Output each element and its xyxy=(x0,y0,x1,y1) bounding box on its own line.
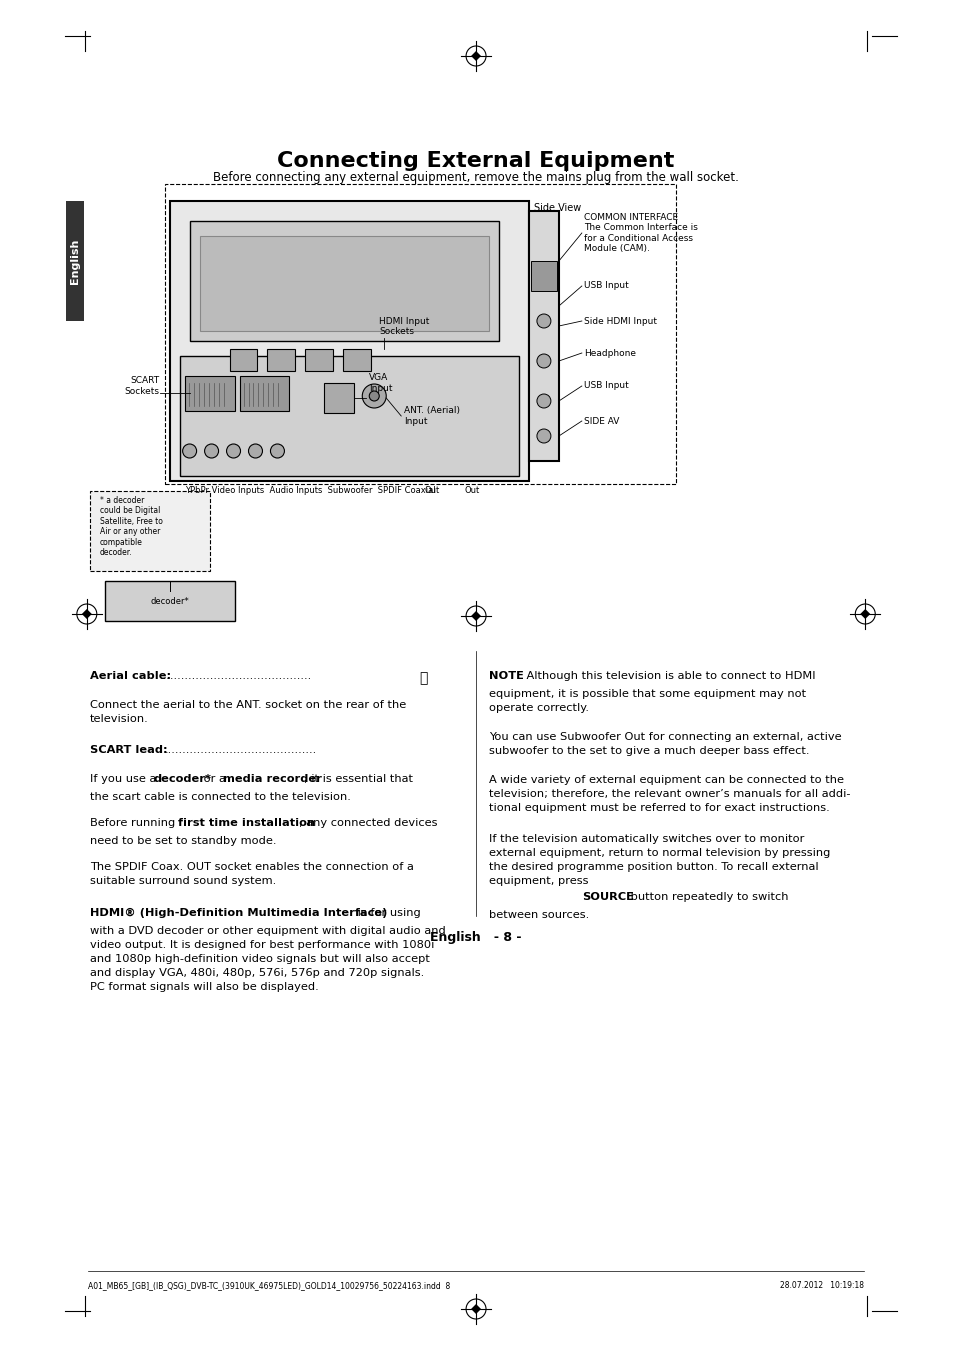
Bar xyxy=(230,349,257,372)
Text: Aerial cable:: Aerial cable: xyxy=(90,671,171,681)
Bar xyxy=(90,490,210,571)
Polygon shape xyxy=(471,611,480,621)
Text: SIDE AV: SIDE AV xyxy=(583,416,618,426)
Bar xyxy=(324,382,354,413)
Text: If you use a: If you use a xyxy=(90,774,160,784)
Bar xyxy=(528,211,558,461)
Text: need to be set to standby mode.: need to be set to standby mode. xyxy=(90,836,276,846)
Circle shape xyxy=(226,444,240,458)
Bar xyxy=(185,376,234,411)
Text: NOTE: NOTE xyxy=(489,671,523,681)
Text: button repeatedly to switch: button repeatedly to switch xyxy=(626,892,787,902)
Polygon shape xyxy=(82,609,91,619)
Text: COMMON INTERFACE
The Common Interface is
for a Conditional Access
Module (CAM).: COMMON INTERFACE The Common Interface is… xyxy=(583,213,697,253)
Circle shape xyxy=(537,394,550,408)
Text: ..........................................: ........................................… xyxy=(159,671,312,681)
Text: the scart cable is connected to the television.: the scart cable is connected to the tele… xyxy=(90,792,351,802)
Text: : Although this television is able to connect to HDMI: : Although this television is able to co… xyxy=(518,671,815,681)
Bar xyxy=(105,581,234,621)
Text: The SPDIF Coax. OUT socket enables the connection of a
suitable surround sound s: The SPDIF Coax. OUT socket enables the c… xyxy=(90,862,414,886)
Bar xyxy=(305,349,333,372)
Text: You can use Subwoofer Out for connecting an external, active
subwoofer to the se: You can use Subwoofer Out for connecting… xyxy=(489,732,841,757)
Polygon shape xyxy=(471,51,480,61)
Text: If the television automatically switches over to monitor
external equipment, ret: If the television automatically switches… xyxy=(489,834,829,885)
Bar xyxy=(531,261,557,290)
Text: ..........................................: ........................................… xyxy=(165,746,316,755)
Circle shape xyxy=(182,444,196,458)
Bar xyxy=(190,222,498,340)
Text: SCART lead:: SCART lead: xyxy=(90,746,168,755)
Circle shape xyxy=(271,444,284,458)
Text: * a decoder
could be Digital
Satellite, Free to
Air or any other
compatible
deco: * a decoder could be Digital Satellite, … xyxy=(100,496,163,557)
Circle shape xyxy=(537,354,550,367)
Text: equipment, it is possible that some equipment may not
operate correctly.: equipment, it is possible that some equi… xyxy=(489,689,805,713)
Text: A01_MB65_[GB]_(IB_QSG)_DVB-TC_(3910UK_46975LED)_GOLD14_10029756_50224163.indd  8: A01_MB65_[GB]_(IB_QSG)_DVB-TC_(3910UK_46… xyxy=(88,1281,450,1290)
Text: 28.07.2012   10:19:18: 28.07.2012 10:19:18 xyxy=(780,1281,863,1290)
Text: decoder*: decoder* xyxy=(153,774,212,784)
Text: HDMI Input
Sockets: HDMI Input Sockets xyxy=(379,316,429,336)
Bar xyxy=(165,184,675,484)
Text: ANT. (Aerial)
Input: ANT. (Aerial) Input xyxy=(404,407,459,426)
Text: VGA
Input: VGA Input xyxy=(369,373,393,393)
Text: media recorder: media recorder xyxy=(222,774,321,784)
Bar xyxy=(267,349,295,372)
Bar xyxy=(199,236,489,331)
Circle shape xyxy=(537,313,550,328)
Text: Side View: Side View xyxy=(534,203,580,213)
Text: HDMI® (High-Definition Multimedia Interface): HDMI® (High-Definition Multimedia Interf… xyxy=(90,908,387,917)
Text: Out: Out xyxy=(463,486,478,494)
Text: SCART
Sockets: SCART Sockets xyxy=(125,377,159,396)
Text: USB Input: USB Input xyxy=(583,281,628,290)
Text: A wide variety of external equipment can be connected to the
television; therefo: A wide variety of external equipment can… xyxy=(489,775,850,813)
Bar xyxy=(179,357,518,476)
Text: USB Input: USB Input xyxy=(583,381,628,390)
Text: first time installation: first time installation xyxy=(177,817,314,828)
Circle shape xyxy=(369,390,379,401)
Text: Out: Out xyxy=(424,486,439,494)
Text: decoder*: decoder* xyxy=(151,597,189,605)
Circle shape xyxy=(537,430,550,443)
Text: Before connecting any external equipment, remove the mains plug from the wall so: Before connecting any external equipment… xyxy=(213,172,739,184)
Bar xyxy=(343,349,371,372)
Text: , any connected devices: , any connected devices xyxy=(299,817,437,828)
Text: with a DVD decoder or other equipment with digital audio and
video output. It is: with a DVD decoder or other equipment wi… xyxy=(90,925,445,992)
FancyBboxPatch shape xyxy=(66,201,84,322)
Text: 🔌: 🔌 xyxy=(418,671,427,685)
Text: is for using: is for using xyxy=(354,908,420,917)
Text: , it is essential that: , it is essential that xyxy=(304,774,413,784)
Text: Before running: Before running xyxy=(90,817,178,828)
Circle shape xyxy=(362,384,386,408)
Text: or a: or a xyxy=(199,774,229,784)
Text: English   - 8 -: English - 8 - xyxy=(430,931,521,944)
Bar xyxy=(170,201,528,481)
Text: Connect the aerial to the ANT. socket on the rear of the
television.: Connect the aerial to the ANT. socket on… xyxy=(90,700,406,724)
Circle shape xyxy=(204,444,218,458)
Circle shape xyxy=(248,444,262,458)
Polygon shape xyxy=(860,609,869,619)
Text: SOURCE: SOURCE xyxy=(581,892,633,902)
Polygon shape xyxy=(471,1304,480,1315)
Text: Side HDMI Input: Side HDMI Input xyxy=(583,316,657,326)
Text: YPbPr Video Inputs  Audio Inputs  Subwoofer  SPDIF Coaxial: YPbPr Video Inputs Audio Inputs Subwoofe… xyxy=(185,486,435,494)
Text: Connecting External Equipment: Connecting External Equipment xyxy=(277,151,674,172)
Text: between sources.: between sources. xyxy=(489,911,589,920)
Bar xyxy=(239,376,289,411)
Text: English: English xyxy=(70,238,80,284)
Text: Headphone: Headphone xyxy=(583,349,635,358)
